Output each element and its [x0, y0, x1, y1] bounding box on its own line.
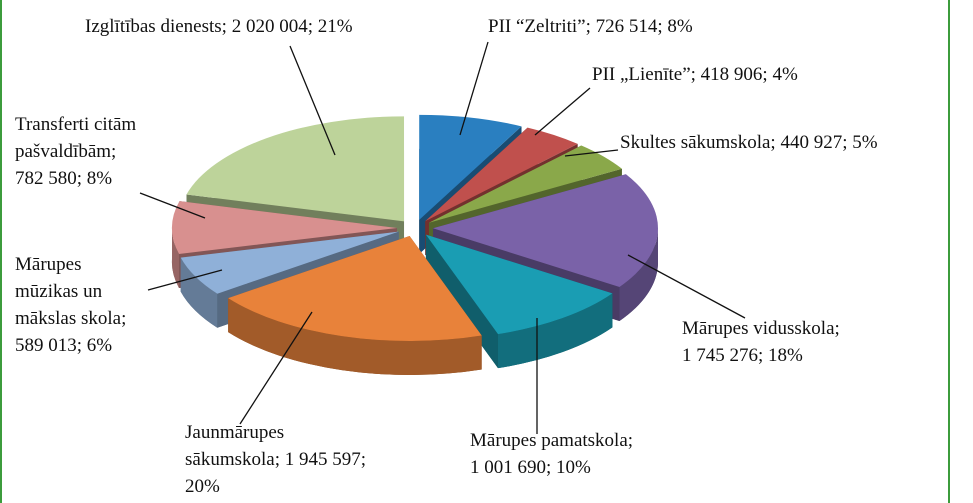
- slice-side: [619, 228, 658, 321]
- slice-side: [172, 227, 180, 288]
- data-label: sākumskola; 1 945 597;: [185, 449, 366, 470]
- leader-line: [534, 87, 591, 136]
- slice: [172, 201, 398, 254]
- slice: [228, 236, 482, 376]
- data-label: PII „Lienīte”; 418 906; 4%: [592, 64, 798, 85]
- data-label: 782 580; 8%: [15, 168, 112, 189]
- leader-line: [627, 254, 746, 319]
- data-label: Transferti citām: [15, 114, 136, 135]
- slice: [419, 114, 522, 220]
- leader-line: [289, 45, 336, 156]
- leader-line: [139, 192, 206, 219]
- slice: [425, 234, 613, 335]
- leader-line: [147, 269, 223, 291]
- slice-side: [497, 293, 613, 369]
- data-label: Mārupes vidusskola;: [682, 318, 840, 339]
- data-label: mākslas skola;: [15, 308, 126, 329]
- data-label: pašvaldībām;: [15, 141, 116, 162]
- slice-side: [228, 298, 482, 376]
- slice-side: [180, 257, 218, 328]
- slice: [432, 174, 658, 287]
- data-label: Jaunmārupes: [185, 422, 284, 443]
- slice: [425, 127, 578, 222]
- leader-line: [239, 311, 313, 425]
- data-label: Mārupes pamatskola;: [470, 430, 633, 451]
- data-label: 1 745 276; 18%: [682, 345, 803, 366]
- data-label: Skultes sākumskola; 440 927; 5%: [620, 132, 878, 153]
- leader-line: [564, 149, 619, 157]
- slice: [228, 236, 482, 342]
- data-label: 1 001 690; 10%: [470, 457, 591, 478]
- data-label: mūzikas un: [15, 281, 103, 302]
- slice: [428, 145, 622, 223]
- leader-line: [459, 41, 489, 136]
- slice: [180, 231, 399, 294]
- frame: [0, 0, 950, 503]
- data-label: 589 013; 6%: [15, 335, 112, 356]
- data-label: Izglītības dienests; 2 020 004; 21%: [85, 16, 353, 37]
- data-label: Mārupes: [15, 254, 81, 275]
- data-label: 20%: [185, 476, 220, 497]
- data-label: PII “Zeltriti”; 726 514; 8%: [488, 16, 693, 37]
- slice: [425, 234, 613, 369]
- slice: [186, 116, 405, 222]
